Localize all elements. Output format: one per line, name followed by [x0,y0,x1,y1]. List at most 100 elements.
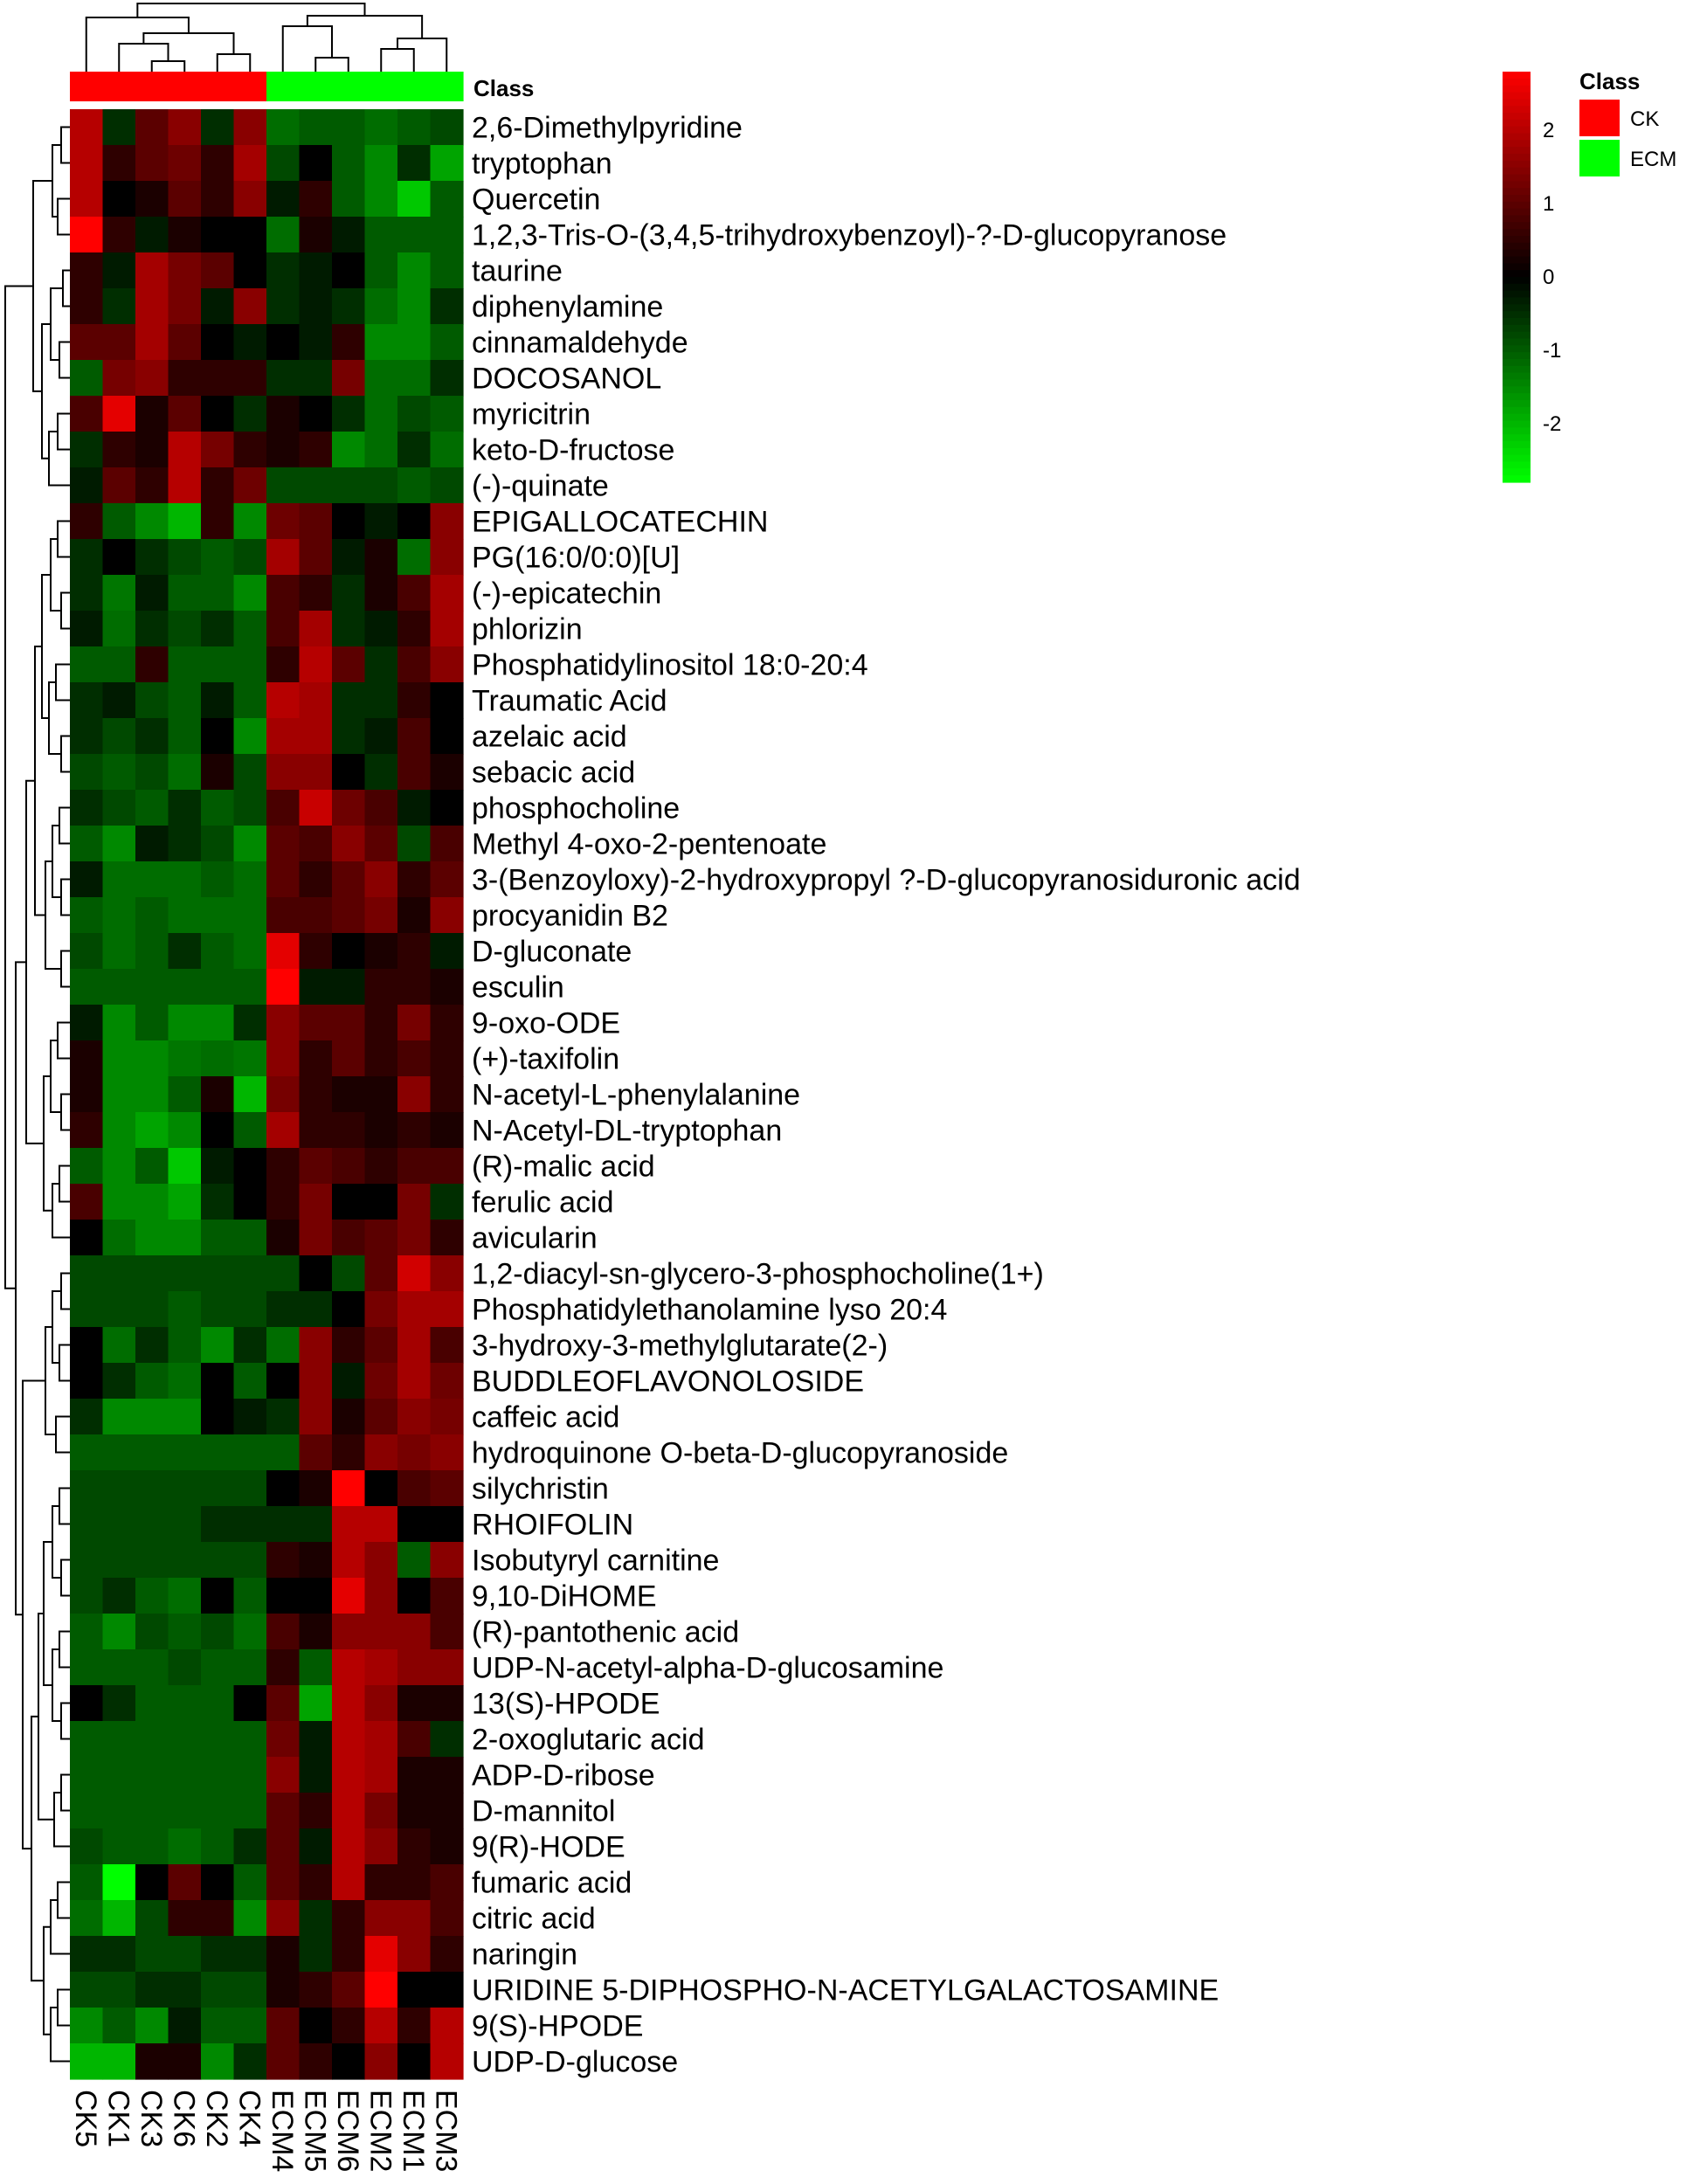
heatmap-cell [430,1327,464,1364]
class-bar-cell [233,72,267,101]
heatmap-cell [168,109,202,146]
heatmap-cell [430,1828,464,1865]
heatmap-cell [135,1399,169,1435]
heatmap-cell [102,718,136,755]
heatmap-cell [266,1399,301,1435]
heatmap-cell [135,1649,169,1686]
heatmap-cell [102,1864,136,1901]
heatmap-cell [266,1291,301,1328]
heatmap-cell [397,1363,432,1400]
heatmap-cell [364,539,398,576]
color-scale-step [1503,386,1531,394]
color-scale-step [1503,365,1531,374]
heatmap-cell [430,1220,464,1256]
heatmap-cell [135,1542,169,1579]
heatmap-cell [266,1076,301,1113]
heatmap-cell [233,1972,267,2008]
color-scale-step [1503,461,1531,469]
heatmap-cell [299,1220,333,1256]
heatmap-cell [332,2043,366,2080]
heatmap-cell [299,109,333,146]
heatmap-cell [299,145,333,182]
color-scale-step [1503,195,1531,203]
heatmap-cell [233,826,267,862]
heatmap-cell [168,217,202,253]
heatmap-cell [299,1434,333,1471]
heatmap-cell [102,1399,136,1435]
class-bar-cell [299,72,333,101]
heatmap-cell [135,145,169,182]
heatmap-cell [332,1040,366,1077]
column-dendrogram [85,3,448,72]
heatmap-cell [397,1578,432,1614]
heatmap-cell [364,1327,398,1364]
heatmap-cell [168,1864,202,1901]
heatmap-cell [70,1184,104,1220]
dendrogram-branch [48,431,70,487]
heatmap-cell [135,1900,169,1937]
row-label: citric acid [472,1903,596,1936]
heatmap-cell [201,396,235,432]
heatmap-cell [364,181,398,218]
heatmap-cell [135,2043,169,2080]
heatmap-cell [397,1757,432,1794]
dendrogram-branch [57,1881,70,1919]
heatmap-cell [430,1649,464,1686]
heatmap-cell [430,1900,464,1937]
heatmap-cell [102,1005,136,1041]
color-scale-step [1503,413,1531,422]
heatmap-cell [430,1291,464,1328]
heatmap-cell [266,467,301,504]
heatmap-cell [364,360,398,397]
heatmap-cell [266,718,301,755]
heatmap-cell [299,360,333,397]
dendrogram-branch [397,38,448,72]
heatmap-cell [430,611,464,647]
heatmap-cell [233,1578,267,1614]
heatmap-cell [135,897,169,934]
heatmap-cell [299,324,333,361]
heatmap-cell [135,109,169,146]
heatmap-cell [201,503,235,540]
dendrogram-branch [62,269,70,308]
heatmap-cell [102,1828,136,1865]
column-label: CK6 [167,2090,200,2147]
dendrogram-branch [55,1415,70,1454]
heatmap-cell [397,324,432,361]
heatmap-cell [430,1255,464,1292]
heatmap-cell [332,467,366,504]
heatmap-cell [397,575,432,612]
heatmap-cell [364,1470,398,1507]
row-label: phlorizin [472,613,583,646]
heatmap-cell [102,1936,136,1973]
heatmap-cell [135,467,169,504]
heatmap-cell [266,288,301,325]
dendrogram-branch [57,197,70,236]
heatmap-cell [299,1972,333,2008]
heatmap-cell [397,1220,432,1256]
heatmap-cell [397,1542,432,1579]
heatmap-cell [102,1542,136,1579]
heatmap-cell [201,575,235,612]
heatmap-cell [397,790,432,826]
heatmap-cell [201,682,235,719]
heatmap-cell [299,1005,333,1041]
heatmap-cell [102,790,136,826]
row-label: 9-oxo-ODE [472,1007,620,1040]
heatmap-cell [102,1757,136,1794]
heatmap-cell [299,754,333,791]
color-scale-step [1503,154,1531,162]
heatmap-cell [135,1076,169,1113]
heatmap-cell [364,1542,398,1579]
heatmap-cell [201,1255,235,1292]
heatmap-cell [430,1040,464,1077]
column-label: ECM4 [266,2090,299,2172]
row-label: 2,6-Dimethylpyridine [472,112,743,145]
heatmap-cell [364,1255,398,1292]
heatmap-cell [233,1005,267,1041]
color-scale-step [1503,167,1531,176]
heatmap-cell [364,646,398,683]
heatmap-cell [266,754,301,791]
row-label: 3-hydroxy-3-methylglutarate(2-) [472,1330,888,1363]
heatmap-cell [266,1184,301,1220]
